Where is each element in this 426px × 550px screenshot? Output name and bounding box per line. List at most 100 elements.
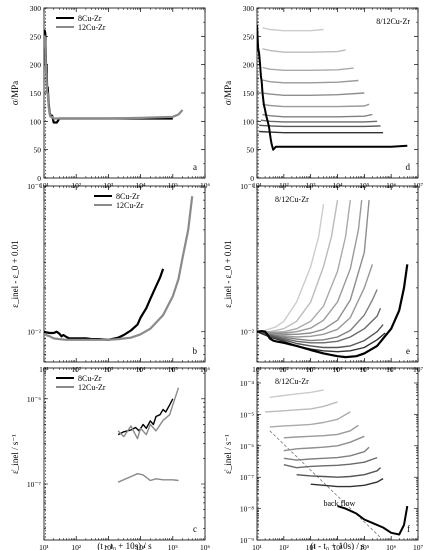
series-line [262, 66, 354, 72]
series-line [44, 29, 173, 124]
y-tick-label: 50 [34, 146, 42, 155]
panel-b: 10¹ 10² 10³ 10⁴ 10⁵ 10⁶ 10⁻² 10⁻¹ ε_inel - ε_0 +… [10, 182, 210, 374]
series-group [117, 387, 180, 483]
series-line [257, 307, 382, 344]
series-group [265, 389, 409, 538]
x-tick-label: 10¹ [252, 543, 262, 550]
y-axis-label: ε̇_inel / s⁻¹ [223, 434, 233, 474]
y-tick-label: 10⁻⁶ [27, 395, 41, 404]
y-tick-label: 10⁻¹ [240, 182, 254, 191]
y-tick-label: 10⁻² [240, 328, 254, 337]
legend-label: 12Cu-Zr [116, 201, 144, 210]
series-line [283, 424, 359, 439]
x-tick-label: 10² [279, 181, 290, 190]
annotation-label: 8/12Cu-Zr [275, 377, 309, 386]
series-line [257, 331, 386, 353]
x-axis-label: (t - t₀ + 10s) / s [310, 541, 365, 550]
x-tick-label: 10⁴ [332, 181, 343, 190]
y-tick-label: 10⁻⁸ [240, 505, 254, 514]
y-tick-label: 10⁻⁹ [240, 536, 254, 545]
x-axis-label: (t - t₀ + 10s) / s [97, 541, 152, 550]
panel-letter: e [406, 346, 410, 356]
legend-label: 8Cu-Zr [78, 14, 102, 23]
series-line [257, 324, 384, 349]
x-tick-label: 10³ [104, 181, 115, 190]
y-tick-label: 150 [243, 89, 255, 98]
series-line [257, 200, 363, 334]
y-axis-label: σ/MPa [10, 81, 20, 105]
series-line [260, 119, 378, 123]
y-tick-label: 10⁻⁷ [27, 480, 41, 489]
x-tick-label: 10⁴ [332, 543, 343, 550]
x-tick-label: 10⁵ [168, 543, 179, 550]
series-line [296, 467, 381, 478]
series-line [117, 473, 179, 483]
panel-letter: d [406, 162, 411, 172]
legend-label: 12Cu-Zr [78, 23, 106, 32]
x-tick-label: 10¹ [39, 543, 49, 550]
annotation-label: 8/12Cu-Zr [376, 17, 410, 26]
x-tick-label: 10⁷ [413, 181, 424, 190]
y-tick-label: 100 [30, 117, 42, 126]
panel-a: 10¹ 10² 10³ 10⁴ 10⁵ 10⁶ 0 50 100 150 200 250 300 σ/MP… [10, 4, 210, 190]
panel-frame [256, 7, 419, 179]
series-line [257, 264, 374, 338]
x-tick-label: 10⁶ [386, 181, 397, 190]
y-axis-label: σ/MPa [223, 81, 233, 105]
y-tick-label: 300 [30, 4, 42, 13]
panel-frame [256, 367, 419, 541]
series-line [310, 477, 384, 488]
series-line [44, 35, 184, 120]
panel-letter: c [193, 524, 197, 534]
trend-dashed-line [269, 430, 381, 538]
panel-frame [43, 367, 206, 541]
series-line [259, 124, 381, 128]
y-axis-label: ε_inel - ε_0 + 0.01 [10, 240, 20, 307]
series-line [257, 204, 325, 333]
panel-d: 10¹ 10² 10³ 10⁴ 10⁵ 10⁶ 10⁷ 0 50 100 150 200 250 300 σ… [223, 4, 423, 190]
panel-f: 10¹ 10² 10³ 10⁴ 10⁵ 10⁶ 10⁷ 10⁻⁹ 10⁻⁸ 10⁻⁷ 10⁻⁶ 10⁻… [223, 367, 423, 550]
y-tick-label: 200 [30, 61, 42, 70]
y-tick-label: 150 [30, 89, 42, 98]
y-tick-label: 100 [243, 117, 255, 126]
series-line [262, 92, 365, 97]
x-tick-label: 10⁶ [386, 543, 397, 550]
series-line [269, 411, 351, 428]
series-line [283, 456, 378, 469]
series-line [257, 264, 409, 359]
x-tick-label: 10² [71, 365, 82, 374]
series-group [44, 29, 184, 124]
panel-letter: f [407, 524, 410, 534]
x-tick-label: 10⁴ [136, 543, 147, 550]
series-line [44, 268, 165, 341]
x-tick-label: 10³ [306, 365, 317, 374]
x-tick-label: 10¹ [252, 181, 262, 190]
panel-e: 10¹ 10² 10³ 10⁴ 10⁵ 10⁶ 10⁷ 10⁻² 10⁻¹ ε_inel - ε_… [223, 182, 423, 374]
y-tick-label: 10⁻² [27, 328, 41, 337]
panel-letter: b [193, 346, 198, 356]
x-tick-label: 10⁶ [200, 543, 211, 550]
y-axis-label: ε̇_inel / s⁻¹ [10, 434, 20, 474]
x-tick-label: 10³ [104, 543, 115, 550]
series-line [265, 401, 338, 413]
x-tick-label: 10² [71, 543, 82, 550]
series-line [337, 505, 409, 536]
panel-frame [43, 185, 206, 363]
annotation-label: 8/12Cu-Zr [275, 195, 309, 204]
panel-c: 10¹ 10² 10³ 10⁴ 10⁵ 10⁶ 10⁻⁷ 10⁻⁶ ε̇_inel / s⁻¹ (… [10, 367, 211, 550]
series-line [283, 446, 370, 461]
series-line [257, 200, 370, 335]
series-line [257, 199, 339, 333]
x-tick-label: 10³ [104, 365, 115, 374]
x-tick-label: 10² [279, 365, 290, 374]
series-line [259, 130, 384, 134]
y-tick-label: 0 [37, 174, 41, 183]
series-line [44, 196, 194, 341]
y-tick-label: 0 [250, 174, 254, 183]
y-axis-label: ε_inel - ε_0 + 0.01 [223, 240, 233, 307]
y-tick-label: 10⁻⁶ [240, 442, 254, 451]
series-line [117, 398, 174, 436]
x-tick-label: 10¹ [39, 181, 49, 190]
y-tick-label: 50 [247, 146, 255, 155]
y-tick-label: 10⁻⁵ [240, 410, 254, 419]
